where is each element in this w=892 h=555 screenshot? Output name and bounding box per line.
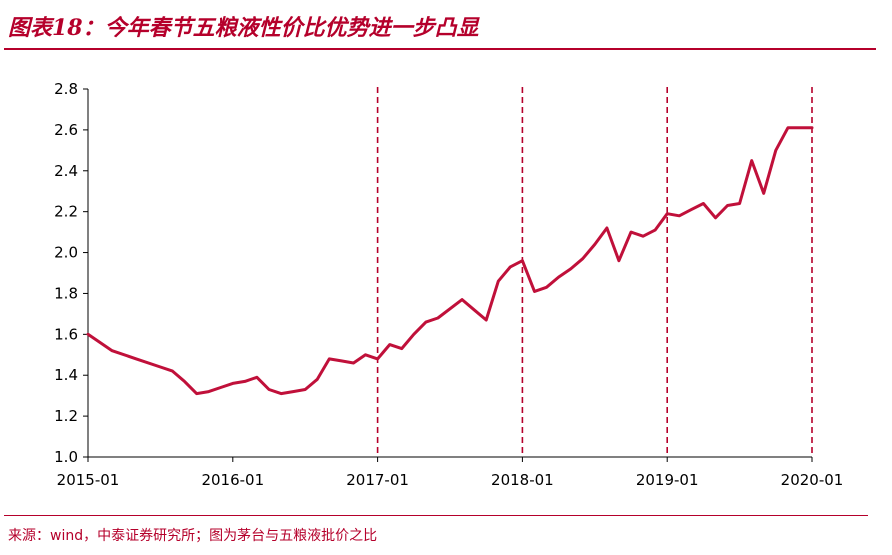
y-tick-label: 1.4 bbox=[54, 366, 78, 384]
chart-title: 图表18：今年春节五粮液性价比优势进一步凸显 bbox=[8, 15, 479, 41]
x-tick-label: 2020-01 bbox=[781, 471, 844, 489]
title-bar: 图表18：今年春节五粮液性价比优势进一步凸显 bbox=[0, 0, 892, 48]
line-chart: 1.0 1.2 1.4 1.6 1.8 2.0 2.2 2.4 2.6 2.8 2015-01 201… bbox=[54, 80, 844, 489]
y-tick-label: 1.2 bbox=[54, 407, 78, 425]
source-divider bbox=[4, 515, 868, 516]
source-note: 来源：wind，中泰证券研究所；图为茅台与五粮液批价之比 bbox=[8, 528, 378, 544]
title-underline bbox=[4, 48, 876, 50]
x-tick-label: 2015-01 bbox=[57, 471, 120, 489]
y-tick-label: 2.2 bbox=[54, 203, 78, 221]
y-tick-label: 2.4 bbox=[54, 162, 78, 180]
y-tick-label: 1.0 bbox=[54, 448, 78, 466]
y-tick-label: 1.8 bbox=[54, 284, 78, 302]
x-tick-label: 2018-01 bbox=[491, 471, 554, 489]
x-tick-label: 2017-01 bbox=[346, 471, 409, 489]
price-ratio-line bbox=[86, 126, 814, 396]
x-tick-label: 2019-01 bbox=[636, 471, 699, 489]
y-tick-label: 2.6 bbox=[54, 121, 78, 139]
y-tick-label: 2.0 bbox=[54, 244, 78, 262]
x-tick-label: 2016-01 bbox=[201, 471, 264, 489]
y-tick-label: 1.6 bbox=[54, 325, 78, 343]
y-tick-label: 2.8 bbox=[54, 80, 78, 98]
